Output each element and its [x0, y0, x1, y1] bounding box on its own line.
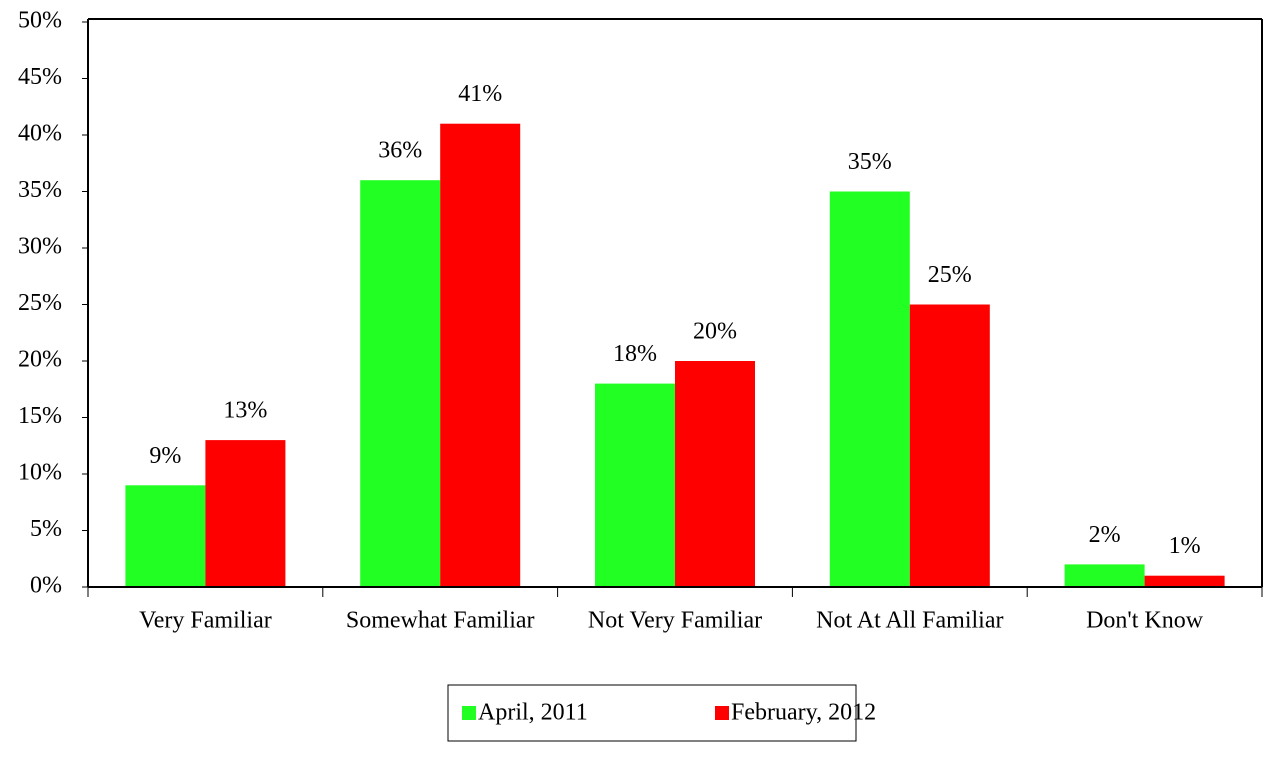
- value-label: 35%: [848, 149, 892, 175]
- y-tick-label: 10%: [18, 460, 62, 486]
- y-tick-label: 5%: [30, 516, 62, 542]
- value-label: 13%: [223, 398, 267, 424]
- bar: [125, 485, 206, 587]
- bar: [595, 383, 675, 587]
- y-tick-label: 50%: [18, 8, 62, 34]
- value-label: 9%: [149, 443, 181, 469]
- bar: [1064, 564, 1145, 587]
- value-label: 25%: [928, 262, 972, 288]
- value-label: 2%: [1089, 522, 1121, 548]
- y-tick-label: 25%: [18, 290, 62, 316]
- value-label: 18%: [613, 341, 657, 367]
- y-tick-label: 35%: [18, 177, 62, 203]
- bar: [909, 304, 990, 587]
- x-tick-label: Very Familiar: [139, 608, 272, 634]
- value-label: 1%: [1169, 533, 1201, 559]
- bar: [205, 440, 286, 587]
- value-label: 41%: [458, 81, 502, 107]
- x-tick-label: Somewhat Familiar: [346, 608, 535, 634]
- y-tick-label: 45%: [18, 64, 62, 90]
- legend-swatch: [462, 706, 476, 720]
- value-label: 36%: [378, 138, 422, 164]
- legend: [447, 684, 857, 742]
- y-tick-label: 20%: [18, 347, 62, 373]
- value-label: 20%: [693, 319, 737, 345]
- y-tick-label: 0%: [30, 573, 62, 599]
- x-tick-label: Not Very Familiar: [588, 608, 762, 634]
- bar: [675, 361, 755, 587]
- bar: [360, 180, 441, 587]
- x-tick-label: Not At All Familiar: [816, 608, 1003, 634]
- bar: [829, 191, 910, 587]
- y-tick-label: 30%: [18, 234, 62, 260]
- y-tick-label: 15%: [18, 403, 62, 429]
- x-tick-label: Don't Know: [1086, 608, 1204, 634]
- bar: [1144, 575, 1225, 587]
- legend-label: February, 2012: [731, 700, 876, 726]
- legend-swatch: [715, 706, 729, 720]
- legend-label: April, 2011: [478, 700, 588, 726]
- y-tick-label: 40%: [18, 121, 62, 147]
- bar: [440, 123, 521, 587]
